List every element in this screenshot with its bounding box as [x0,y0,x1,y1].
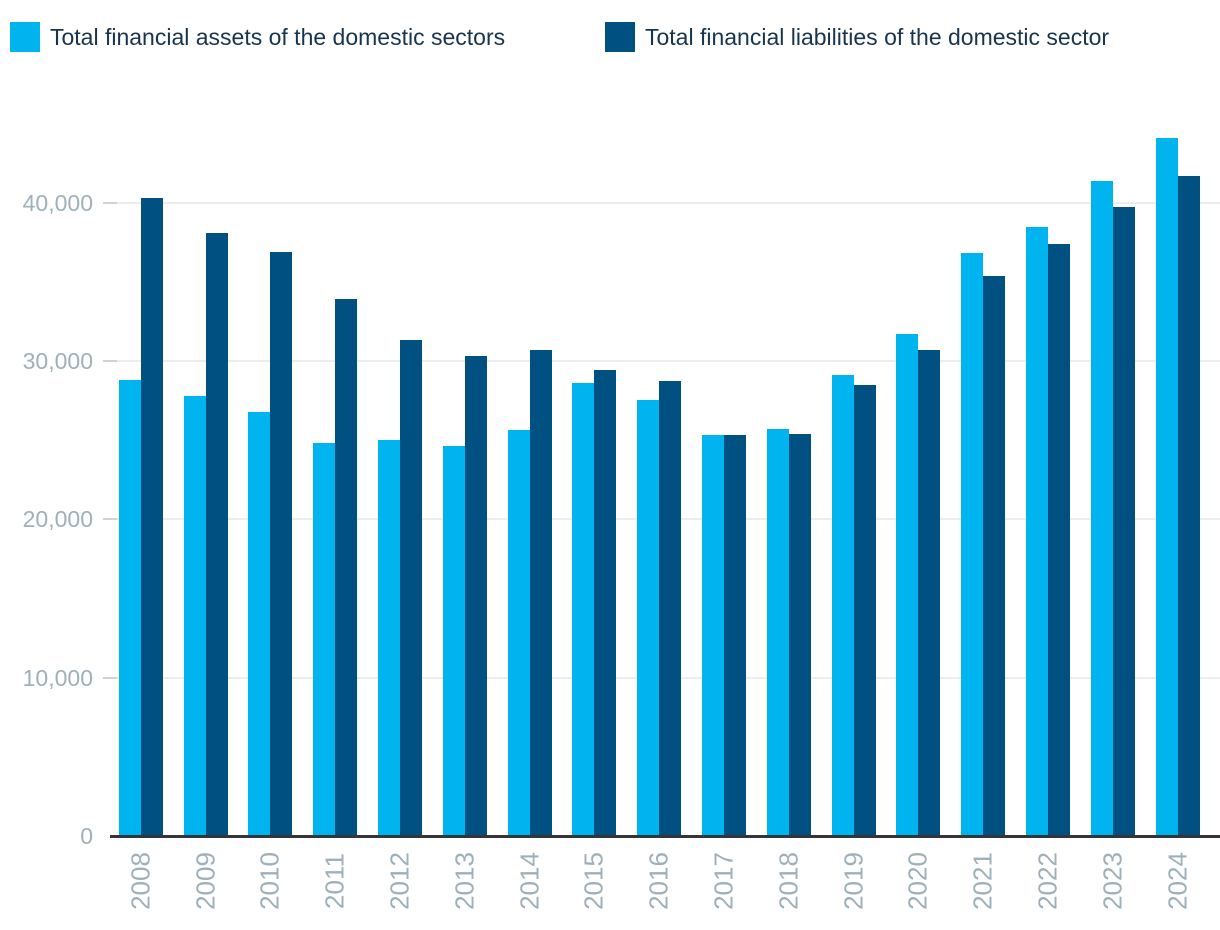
legend-swatch-assets-icon [10,22,40,52]
x-tick-label-2016: 2016 [643,852,674,910]
bar-liabilities-2014[interactable] [529,349,552,836]
x-tick-label-2008: 2008 [125,852,156,910]
x-tick-label-2010: 2010 [254,852,285,910]
bar-assets-2013[interactable] [442,445,465,836]
bar-assets-2020[interactable] [896,333,919,836]
x-tick-label-2024: 2024 [1162,852,1192,910]
y-tick-mark-40000 [103,201,117,204]
bar-liabilities-2022[interactable] [1047,243,1070,836]
bar-assets-2018[interactable] [766,428,789,836]
legend-label-assets: Total financial assets of the domestic s… [50,23,506,50]
y-tick-mark-10000 [103,676,117,679]
bar-assets-2017[interactable] [701,434,724,836]
bar-assets-2008[interactable] [118,379,141,836]
y-tick-mark-20000 [103,518,117,521]
y-tick-label-20000: 20,000 [22,506,93,533]
legend-swatch-liabilities-icon [605,22,635,52]
bar-liabilities-2019[interactable] [853,384,876,836]
x-tick-label-2014: 2014 [514,852,544,910]
bar-liabilities-2011[interactable] [335,299,358,836]
bar-liabilities-2020[interactable] [918,349,941,836]
x-tick-label-2021: 2021 [967,852,998,910]
bar-liabilities-2010[interactable] [270,252,293,836]
bar-assets-2010[interactable] [248,412,271,836]
x-tick-label-2023: 2023 [1097,852,1128,910]
x-tick-label-2009: 2009 [190,852,220,910]
gridline-30000 [110,359,1220,362]
x-tick-label-2020: 2020 [902,852,933,910]
y-tick-label-30000: 30,000 [22,347,93,374]
bar-liabilities-2023[interactable] [1112,207,1135,836]
legend-label-liabilities: Total financial liabilities of the domes… [645,23,1110,50]
legend-item-assets[interactable]: Total financial assets of the domestic s… [10,22,505,52]
y-tick-mark-30000 [103,359,117,362]
bar-assets-2015[interactable] [572,383,595,836]
x-tick-label-2013: 2013 [449,852,480,910]
bar-assets-2022[interactable] [1025,227,1048,836]
bar-assets-2011[interactable] [313,443,336,836]
bar-liabilities-2024[interactable] [1177,175,1200,836]
bar-liabilities-2018[interactable] [788,433,811,836]
bar-assets-2012[interactable] [377,440,400,836]
bar-assets-2014[interactable] [507,429,530,836]
bar-assets-2009[interactable] [183,395,206,836]
y-tick-label-0: 0 [80,823,93,849]
legend-item-liabilities[interactable]: Total financial liabilities of the domes… [605,22,1109,52]
x-tick-label-2017: 2017 [708,852,739,910]
bar-assets-2016[interactable] [637,400,660,836]
bar-assets-2024[interactable] [1155,138,1178,836]
bar-liabilities-2009[interactable] [205,233,228,836]
bar-liabilities-2012[interactable] [399,340,422,836]
x-axis-line [110,835,1220,838]
y-tick-label-40000: 40,000 [22,189,93,216]
bar-liabilities-2021[interactable] [983,276,1006,836]
x-tick-label-2022: 2022 [1032,852,1063,910]
bar-liabilities-2017[interactable] [723,435,746,836]
bar-liabilities-2008[interactable] [140,197,163,836]
bar-assets-2019[interactable] [831,375,854,836]
x-tick-label-2018: 2018 [773,852,804,910]
bar-liabilities-2016[interactable] [659,381,682,836]
gridline-40000 [110,201,1220,204]
bar-assets-2023[interactable] [1090,181,1113,836]
x-tick-label-2019: 2019 [838,852,868,910]
x-tick-label-2011: 2011 [319,853,350,909]
bar-liabilities-2015[interactable] [594,369,617,836]
x-tick-label-2012: 2012 [384,852,415,910]
bar-assets-2021[interactable] [961,253,984,836]
x-tick-label-2015: 2015 [578,852,609,910]
bar-liabilities-2013[interactable] [464,356,487,836]
y-tick-label-10000: 10,000 [22,664,93,691]
